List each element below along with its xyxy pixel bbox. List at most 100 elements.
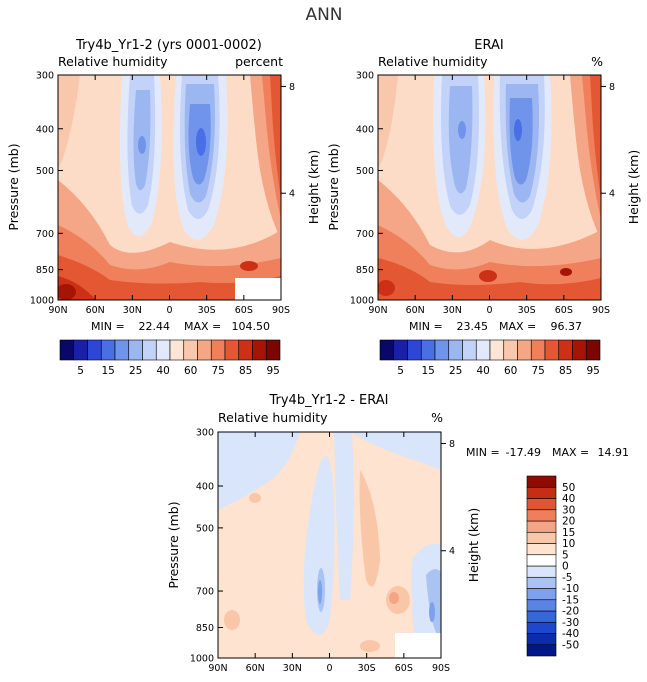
- contour-fill: [318, 580, 322, 604]
- y-axis-label: Pressure (mb): [6, 143, 21, 230]
- panel-model: Try4b_Yr1-2 (yrs 0001-0002) Relative hum…: [6, 38, 321, 333]
- colorbar-swatch: [252, 339, 267, 361]
- y-tick-label: 700: [196, 587, 214, 598]
- min-value: 22.44: [139, 320, 171, 333]
- y-tick-label: 850: [356, 265, 374, 276]
- colorbar-label: 60: [504, 365, 517, 377]
- contour-fill: [514, 119, 522, 141]
- colorbar-swatch: [59, 339, 75, 361]
- colorbar-swatch: [407, 339, 422, 361]
- colorbar-label: 25: [129, 365, 142, 377]
- max-label: MAX =: [552, 446, 589, 459]
- missing-data-region: [235, 278, 281, 300]
- colorbar-swatch: [526, 543, 557, 556]
- contour-fill: [359, 470, 380, 587]
- colorbar-label: 0: [562, 561, 569, 573]
- contour-fill: [479, 270, 497, 282]
- y-tick-label: 1000: [30, 296, 54, 307]
- colorbar-swatch: [224, 339, 240, 361]
- contour-fill: [378, 280, 395, 296]
- height-tick-label: 4: [449, 546, 455, 557]
- colorbar-swatch: [142, 339, 157, 361]
- colorbar-label: 85: [559, 365, 572, 377]
- panel-title: Try4b_Yr1-2 - ERAI: [268, 393, 388, 408]
- contour-fill: [334, 432, 354, 600]
- colorbar-swatch: [526, 621, 557, 634]
- colorbar-swatch: [379, 339, 395, 361]
- colorbar-swatch: [100, 339, 116, 361]
- colorbar-label: 95: [266, 365, 279, 377]
- min-label: MIN =: [91, 320, 125, 333]
- y-tick-label: 500: [356, 166, 374, 177]
- y-tick-label: 400: [356, 124, 374, 135]
- max-label: MAX =: [499, 320, 536, 333]
- colorbar-swatch: [572, 339, 587, 361]
- units-label: percent: [235, 54, 283, 69]
- colorbar-swatch: [393, 339, 408, 361]
- colorbar-swatch: [114, 339, 130, 361]
- height-tick-label: 8: [289, 82, 295, 93]
- colorbar-swatch: [530, 339, 546, 361]
- panel-obs: ERAI Relative humidity % P: [326, 38, 641, 333]
- contour-fill: [138, 136, 146, 154]
- contour-fill: [58, 75, 80, 170]
- y-tick-label: 700: [356, 229, 374, 240]
- colorbar-swatch: [585, 339, 601, 361]
- colorbar-swatch: [73, 339, 88, 361]
- x-tick-label: 90S: [592, 305, 610, 316]
- colorbar-swatch: [526, 509, 557, 522]
- contour-fill: [560, 268, 572, 276]
- colorbar-label: 15: [101, 365, 114, 377]
- y-tick-label: 400: [196, 482, 214, 493]
- colorbar-label: -50: [562, 639, 579, 651]
- x-tick-label: 60S: [555, 305, 573, 316]
- height-tick-label: 4: [289, 189, 295, 200]
- x-tick-label: 30S: [518, 305, 536, 316]
- y-tick-label: 1000: [190, 654, 214, 665]
- min-value: -17.49: [506, 446, 541, 459]
- colorbar-label: 95: [586, 365, 599, 377]
- colorbar-swatch: [526, 554, 557, 567]
- x-tick-label: 0: [326, 663, 332, 674]
- contour-fill: [360, 640, 380, 652]
- colorbar-swatch: [526, 520, 557, 533]
- right-axis-label: Height (km): [466, 508, 481, 582]
- y-tick-label: 500: [196, 523, 214, 534]
- y-tick-label: 1000: [350, 296, 374, 307]
- colorbar-swatch: [448, 339, 463, 361]
- contour-field: [378, 75, 601, 300]
- colorbar-swatch: [238, 339, 253, 361]
- colorbar-swatch: [526, 599, 557, 612]
- contour-fill: [249, 493, 261, 503]
- x-tick-label: 60S: [235, 305, 253, 316]
- y-tick-label: 700: [36, 229, 54, 240]
- x-tick-label: 30S: [358, 663, 376, 674]
- figure-title: ANN: [305, 5, 342, 25]
- min-label: MIN =: [466, 446, 500, 459]
- min-value: 23.45: [457, 320, 489, 333]
- y-axis-label: Pressure (mb): [166, 501, 181, 588]
- x-tick-label: 90N: [48, 305, 67, 316]
- colorbar-swatch: [526, 633, 557, 646]
- y-axis-label: Pressure (mb): [326, 143, 341, 230]
- units-label: %: [591, 54, 603, 69]
- colorbar-swatch: [183, 339, 198, 361]
- colorbar-swatch: [265, 339, 281, 361]
- colorbar-label: 15: [421, 365, 434, 377]
- colorbar-swatch: [517, 339, 532, 361]
- colorbar-swatch: [169, 339, 185, 361]
- contour-fill: [378, 75, 398, 170]
- generated-marks: 90N 60N 30N 0 30S 60S 90S300400500700850100084…: [30, 71, 615, 675]
- colorbar-label: 75: [211, 365, 224, 377]
- contour-fill: [378, 258, 601, 300]
- colorbar-swatch: [128, 339, 143, 361]
- contour-fill: [58, 255, 281, 300]
- right-axis-label: Height (km): [306, 150, 321, 224]
- right-axis-label: Height (km): [626, 150, 641, 224]
- colorbar-swatch: [87, 339, 102, 361]
- colorbar-label: 40: [476, 365, 489, 377]
- y-tick-label: 300: [36, 71, 54, 82]
- colorbar-swatch: [197, 339, 212, 361]
